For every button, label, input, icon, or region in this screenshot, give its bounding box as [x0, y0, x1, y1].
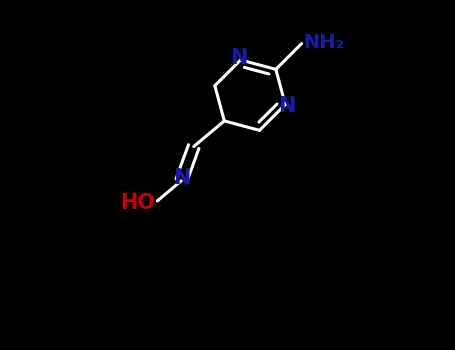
Text: N: N — [278, 96, 296, 116]
Text: N: N — [230, 48, 248, 68]
Text: N: N — [173, 168, 191, 188]
Text: HO: HO — [121, 193, 156, 213]
Text: NH₂: NH₂ — [303, 33, 344, 52]
